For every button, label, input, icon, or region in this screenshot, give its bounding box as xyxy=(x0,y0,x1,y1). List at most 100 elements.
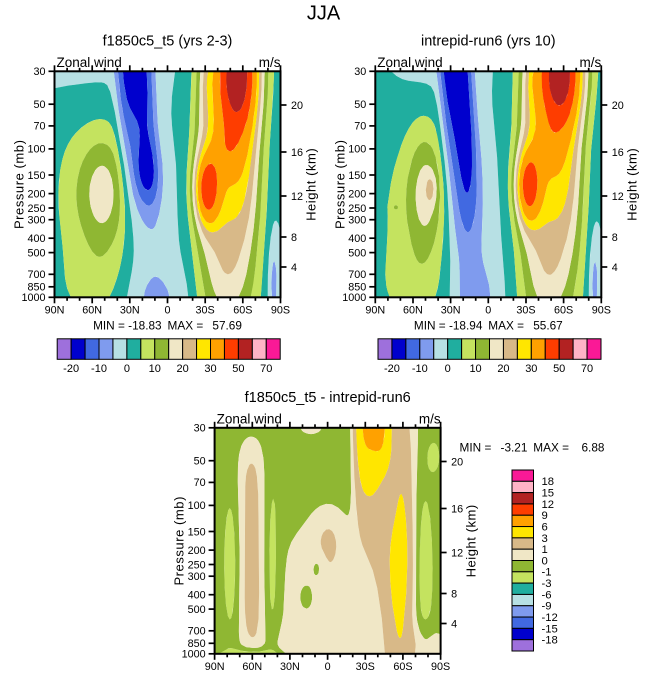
svg-text:-18: -18 xyxy=(542,635,558,647)
svg-text:60N: 60N xyxy=(403,305,423,317)
svg-text:m/s: m/s xyxy=(419,412,441,427)
svg-text:Height (km): Height (km) xyxy=(624,148,639,221)
svg-text:16: 16 xyxy=(291,147,303,159)
svg-text:300: 300 xyxy=(188,571,206,583)
svg-text:Pressure (mb): Pressure (mb) xyxy=(172,496,187,586)
svg-text:20: 20 xyxy=(291,100,303,112)
svg-text:0: 0 xyxy=(445,363,451,375)
svg-text:m/s: m/s xyxy=(259,55,281,70)
svg-text:1000: 1000 xyxy=(21,292,45,304)
svg-text:intrepid-run6 (yrs 10): intrepid-run6 (yrs 10) xyxy=(421,34,556,50)
svg-text:1: 1 xyxy=(542,544,548,556)
svg-text:16: 16 xyxy=(612,147,624,159)
svg-text:500: 500 xyxy=(188,604,206,616)
svg-text:90S: 90S xyxy=(271,305,290,317)
svg-text:700: 700 xyxy=(188,626,206,638)
svg-text:250: 250 xyxy=(188,559,206,571)
svg-text:500: 500 xyxy=(27,247,45,259)
svg-text:850: 850 xyxy=(348,282,366,294)
svg-text:f1850c5_t5 (yrs 2-3): f1850c5_t5 (yrs 2-3) xyxy=(103,34,233,50)
svg-text:12: 12 xyxy=(612,191,624,203)
svg-text:1000: 1000 xyxy=(342,292,366,304)
svg-text:9: 9 xyxy=(542,510,548,522)
svg-text:100: 100 xyxy=(27,144,45,156)
svg-text:0: 0 xyxy=(164,305,170,317)
svg-text:0: 0 xyxy=(325,661,331,673)
svg-text:15: 15 xyxy=(542,488,555,500)
svg-text:200: 200 xyxy=(188,545,206,557)
svg-text:50: 50 xyxy=(553,363,565,375)
svg-text:50: 50 xyxy=(354,99,366,111)
svg-text:Zonal wind: Zonal wind xyxy=(57,55,122,70)
svg-text:60S: 60S xyxy=(233,305,252,317)
svg-text:70: 70 xyxy=(260,363,272,375)
svg-text:4: 4 xyxy=(291,262,297,274)
svg-text:18: 18 xyxy=(542,476,555,488)
svg-text:30N: 30N xyxy=(280,661,300,673)
svg-text:300: 300 xyxy=(348,215,366,227)
svg-text:30N: 30N xyxy=(441,305,461,317)
svg-text:50: 50 xyxy=(33,99,45,111)
svg-text:MIN = -18.94 MAX = 55.67: MIN = -18.94 MAX = 55.67 xyxy=(414,319,563,333)
svg-text:70: 70 xyxy=(581,363,593,375)
svg-text:30S: 30S xyxy=(196,305,215,317)
svg-text:0: 0 xyxy=(124,363,130,375)
svg-text:20: 20 xyxy=(177,363,189,375)
svg-text:50: 50 xyxy=(232,363,244,375)
svg-text:-6: -6 xyxy=(542,589,552,601)
svg-text:30N: 30N xyxy=(120,305,140,317)
svg-text:60S: 60S xyxy=(393,661,412,673)
svg-text:f1850c5_t5 - intrepid-run6: f1850c5_t5 - intrepid-run6 xyxy=(245,390,411,406)
svg-text:Height (km): Height (km) xyxy=(464,504,479,577)
svg-text:70: 70 xyxy=(194,477,206,489)
svg-text:60S: 60S xyxy=(554,305,573,317)
svg-text:60N: 60N xyxy=(242,661,262,673)
svg-text:90N: 90N xyxy=(365,305,385,317)
svg-text:Pressure (mb): Pressure (mb) xyxy=(12,140,27,230)
svg-text:MIN = -3.21 MAX = 6.88: MIN = -3.21 MAX = 6.88 xyxy=(460,441,605,455)
svg-text:20: 20 xyxy=(497,363,509,375)
svg-text:70: 70 xyxy=(354,121,366,133)
svg-text:30: 30 xyxy=(354,66,366,78)
svg-text:10: 10 xyxy=(149,363,161,375)
svg-text:250: 250 xyxy=(348,203,366,215)
svg-text:-10: -10 xyxy=(412,363,428,375)
svg-text:6: 6 xyxy=(542,521,548,533)
svg-text:70: 70 xyxy=(33,121,45,133)
svg-text:-1: -1 xyxy=(542,567,552,579)
svg-text:8: 8 xyxy=(291,232,297,244)
svg-text:-15: -15 xyxy=(542,623,558,635)
svg-text:90S: 90S xyxy=(592,305,611,317)
svg-text:Zonal wind: Zonal wind xyxy=(217,412,282,427)
svg-text:8: 8 xyxy=(451,588,457,600)
svg-text:50: 50 xyxy=(194,456,206,468)
svg-text:1000: 1000 xyxy=(182,649,206,661)
svg-text:10: 10 xyxy=(469,363,481,375)
svg-text:300: 300 xyxy=(27,215,45,227)
svg-text:0: 0 xyxy=(485,305,491,317)
svg-text:400: 400 xyxy=(348,233,366,245)
svg-text:30: 30 xyxy=(525,363,537,375)
svg-text:-10: -10 xyxy=(91,363,107,375)
svg-text:20: 20 xyxy=(451,456,463,468)
svg-text:90S: 90S xyxy=(431,661,450,673)
svg-text:700: 700 xyxy=(27,269,45,281)
svg-text:4: 4 xyxy=(451,618,457,630)
svg-text:4: 4 xyxy=(612,262,618,274)
svg-text:Pressure (mb): Pressure (mb) xyxy=(332,140,347,230)
svg-text:0: 0 xyxy=(542,555,548,567)
svg-text:30S: 30S xyxy=(356,661,375,673)
svg-text:-9: -9 xyxy=(542,601,552,613)
svg-text:12: 12 xyxy=(291,191,303,203)
svg-text:60N: 60N xyxy=(82,305,102,317)
svg-text:16: 16 xyxy=(451,503,463,515)
svg-text:m/s: m/s xyxy=(580,55,602,70)
svg-text:30: 30 xyxy=(204,363,216,375)
svg-text:-3: -3 xyxy=(542,578,552,590)
svg-text:JJA: JJA xyxy=(307,3,341,25)
svg-text:100: 100 xyxy=(188,500,206,512)
svg-text:400: 400 xyxy=(188,590,206,602)
svg-text:MIN = -18.83 MAX = 57.69: MIN = -18.83 MAX = 57.69 xyxy=(93,319,242,333)
svg-text:Height (km): Height (km) xyxy=(304,148,319,221)
svg-text:-12: -12 xyxy=(542,612,558,624)
